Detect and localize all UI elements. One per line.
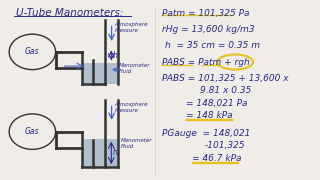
Text: rHg = 13,600 kg/m3: rHg = 13,600 kg/m3 (163, 25, 255, 34)
Text: h  = 35 cm = 0.35 m: h = 35 cm = 0.35 m (165, 41, 260, 50)
Text: = 148,021 Pa: = 148,021 Pa (186, 99, 247, 108)
Text: U-Tube Manometers:: U-Tube Manometers: (16, 8, 123, 18)
Text: h: h (113, 148, 118, 158)
Text: -101,325: -101,325 (204, 141, 245, 150)
Text: PGauge  = 148,021: PGauge = 148,021 (163, 129, 251, 138)
Text: 9.81 x 0.35: 9.81 x 0.35 (200, 86, 251, 95)
Text: h: h (113, 51, 118, 60)
Text: Atmosphere
Pressure: Atmosphere Pressure (115, 22, 148, 33)
Bar (82, 63, 117, 84)
Text: = 46.7 kPa: = 46.7 kPa (192, 154, 241, 163)
Text: = 148 kPa: = 148 kPa (186, 111, 232, 120)
Text: Manometer
Fluid: Manometer Fluid (121, 138, 152, 148)
Text: Gas: Gas (25, 127, 40, 136)
Bar (82, 139, 117, 167)
Text: Gas: Gas (25, 47, 40, 56)
Text: PABS = 101,325 + 13,600 x: PABS = 101,325 + 13,600 x (163, 74, 289, 83)
Text: Atmosphere
Pressure: Atmosphere Pressure (115, 102, 148, 113)
Text: Manometer
Fluid: Manometer Fluid (119, 63, 150, 74)
Text: PABS = Patm + rgh: PABS = Patm + rgh (163, 58, 250, 67)
Text: Patm = 101,325 Pa: Patm = 101,325 Pa (163, 9, 250, 18)
